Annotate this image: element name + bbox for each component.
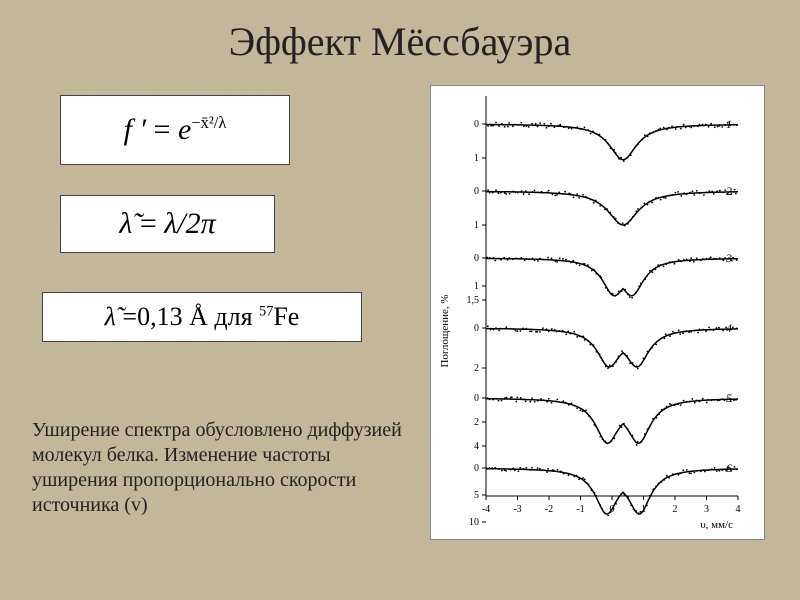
eq3-eq: = [116, 302, 137, 331]
svg-text:υ, мм/с: υ, мм/с [700, 519, 733, 531]
svg-text:4: 4 [736, 504, 741, 515]
eq1-e: e [178, 113, 191, 146]
svg-text:1: 1 [726, 117, 732, 131]
caption-text: Уширение спектра обусловлено диффузией м… [32, 418, 412, 518]
svg-text:0: 0 [474, 186, 479, 197]
eq2-lhs: λ̃ [119, 207, 132, 240]
svg-text:0: 0 [474, 119, 479, 130]
chart-svg: -4-3-2-101234υ, мм/сПоглощение, %0110120… [431, 86, 766, 541]
mossbauer-chart: -4-3-2-101234υ, мм/сПоглощение, %0110120… [430, 85, 765, 540]
svg-text:2: 2 [726, 184, 732, 198]
svg-text:2: 2 [474, 417, 479, 428]
formula-3: λ̃ =0,13 Å для 57Fe [42, 292, 362, 342]
eq2-eq: = [132, 207, 164, 240]
svg-text:0: 0 [474, 253, 479, 264]
eq3-lhs: λ̃ [105, 302, 116, 331]
eq3-val: 0,13 Å для [137, 302, 259, 331]
eq1-lhs: f ′ [124, 113, 146, 146]
svg-text:2: 2 [673, 504, 678, 515]
svg-text:4: 4 [726, 321, 732, 335]
svg-text:10: 10 [469, 517, 479, 528]
svg-text:0: 0 [474, 463, 479, 474]
formula-2: λ̃ = λ/2π [60, 195, 275, 253]
svg-text:-4: -4 [482, 504, 490, 515]
svg-text:1: 1 [474, 153, 479, 164]
eq1-exp: −x̄²/λ [191, 113, 226, 132]
formula-1: f ′ = e−x̄²/λ [60, 95, 290, 165]
svg-text:2: 2 [474, 363, 479, 374]
svg-text:1,5: 1,5 [467, 295, 480, 306]
svg-text:Поглощение, %: Поглощение, % [439, 294, 451, 367]
svg-text:6: 6 [726, 461, 732, 475]
svg-text:0: 0 [474, 323, 479, 334]
svg-text:4: 4 [474, 441, 479, 452]
eq3-mass: 57 [259, 303, 273, 319]
svg-text:1: 1 [474, 281, 479, 292]
eq1-eq: = [146, 113, 178, 146]
svg-text:5: 5 [474, 490, 479, 501]
svg-text:-1: -1 [576, 504, 584, 515]
svg-text:5: 5 [726, 391, 732, 405]
eq2-rhs: λ/2π [164, 207, 215, 240]
page-title: Эффект Мёссбауэра [0, 0, 800, 65]
svg-text:-2: -2 [545, 504, 553, 515]
svg-text:-3: -3 [513, 504, 521, 515]
svg-text:0: 0 [474, 393, 479, 404]
eq3-el: Fe [273, 302, 299, 331]
svg-text:3: 3 [725, 251, 732, 265]
svg-text:1: 1 [474, 220, 479, 231]
svg-text:3: 3 [704, 504, 709, 515]
